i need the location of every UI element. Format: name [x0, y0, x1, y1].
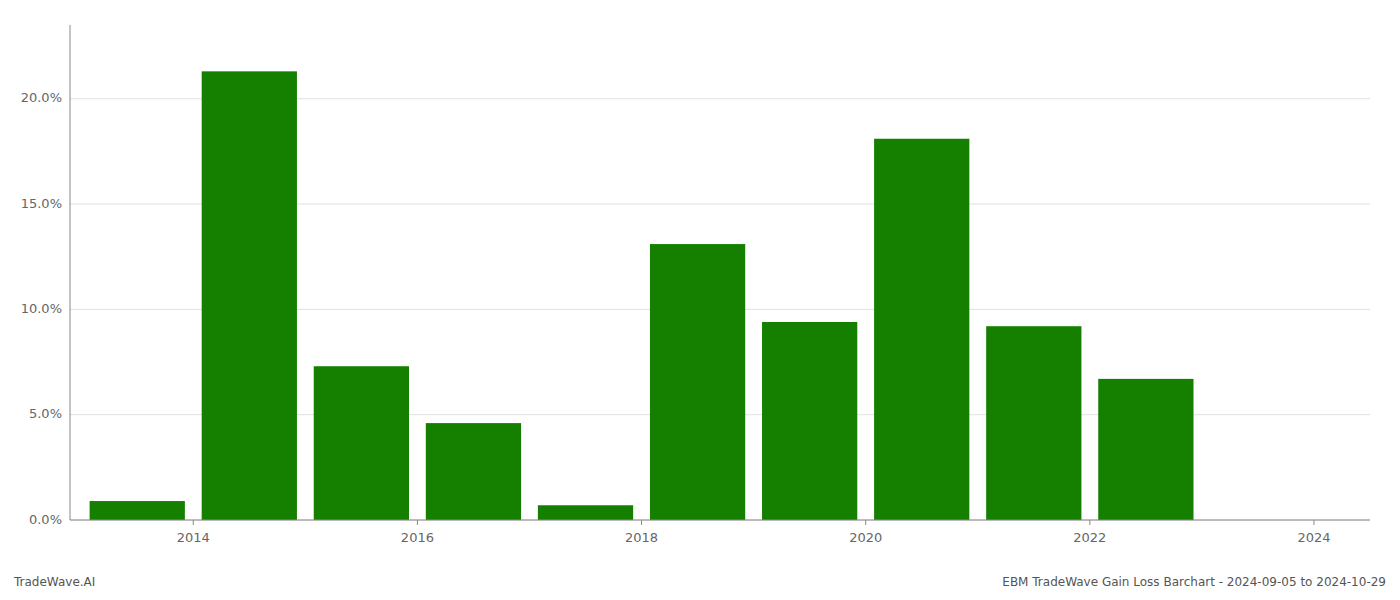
x-tick-label: 2016	[401, 530, 434, 545]
footer-text: TradeWave.AI	[13, 575, 95, 589]
footer-text: EBM TradeWave Gain Loss Barchart - 2024-…	[1002, 575, 1386, 589]
x-tick-label: 2020	[849, 530, 882, 545]
chart-svg: 0.0% 5.0% 10.0% 15.0% 20.0% 2014 2016 2018 2020 2…	[0, 0, 1400, 600]
grid-line	[70, 520, 1370, 521]
x-tick	[193, 520, 194, 525]
bar	[314, 366, 409, 520]
x-tick	[1089, 520, 1090, 525]
x-tick	[417, 520, 418, 525]
bar	[762, 322, 857, 520]
bar	[202, 71, 297, 520]
y-tick-label: 15.0%	[21, 196, 62, 211]
bar	[426, 423, 521, 520]
x-axis-line	[70, 520, 1370, 521]
x-tick	[641, 520, 642, 525]
bars	[90, 71, 1194, 520]
bar	[538, 505, 633, 520]
y-tick-label: 20.0%	[21, 90, 62, 105]
x-tick	[1313, 520, 1314, 525]
y-tick-label: 5.0%	[29, 406, 62, 421]
bar	[874, 139, 969, 520]
bar	[650, 244, 745, 520]
x-tick-label: 2014	[177, 530, 210, 545]
y-axis-line	[70, 25, 71, 520]
y-tick-label: 0.0%	[29, 512, 62, 527]
x-tick	[865, 520, 866, 525]
x-tick-label: 2022	[1073, 530, 1106, 545]
bar	[1098, 379, 1193, 520]
bar	[90, 501, 185, 520]
x-tick-label: 2024	[1297, 530, 1330, 545]
bar	[986, 326, 1081, 520]
y-tick-label: 10.0%	[21, 301, 62, 316]
x-tick-label: 2018	[625, 530, 658, 545]
chart-container: 0.0% 5.0% 10.0% 15.0% 20.0% 2014 2016 2018 2020 2…	[0, 0, 1400, 600]
